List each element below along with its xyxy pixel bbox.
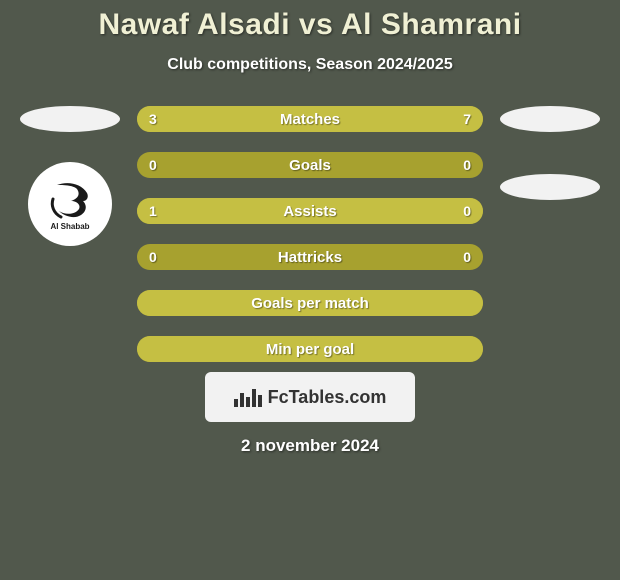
stats-bars-column: 37Matches00Goals10Assists00HattricksGoal… [137,106,483,362]
stat-bar: 37Matches [137,106,483,132]
stat-value-right: 0 [463,152,471,178]
right-player-column [495,106,605,200]
fctables-link[interactable]: FcTables.com [205,372,415,422]
stat-fill-left [137,106,241,132]
left-player-photo-placeholder [20,106,120,132]
comparison-subtitle: Club competitions, Season 2024/2025 [167,56,452,74]
alshabab-logo-icon: Al Shabab [37,171,103,237]
bar-chart-icon [234,387,262,407]
stat-label: Goals [137,152,483,178]
stat-value-right: 0 [463,244,471,270]
stat-bar: Min per goal [137,336,483,362]
content-root: Nawaf Alsadi vs Al Shamrani Club competi… [0,0,620,580]
left-player-column: Al Shabab [15,106,125,246]
stat-label: Hattricks [137,244,483,270]
stat-fill-right [241,106,483,132]
stat-bar: 10Assists [137,198,483,224]
stat-bar: Goals per match [137,290,483,316]
right-player-club-placeholder [500,174,600,200]
stat-value-left: 0 [149,152,157,178]
stat-fill-left [137,198,483,224]
stat-fill-left [137,290,483,316]
left-player-club-badge: Al Shabab [28,162,112,246]
fctables-label: FcTables.com [268,387,387,408]
comparison-title: Nawaf Alsadi vs Al Shamrani [98,8,521,42]
svg-text:Al Shabab: Al Shabab [50,222,89,231]
footer-date: 2 november 2024 [241,436,379,456]
main-row: Al Shabab 37Matches00Goals10Assists00Hat… [0,106,620,362]
stat-fill-left [137,336,483,362]
stat-value-left: 0 [149,244,157,270]
stat-bar: 0 0Goals [137,152,483,178]
right-player-photo-placeholder [500,106,600,132]
stat-bar: 0 0Hattricks [137,244,483,270]
